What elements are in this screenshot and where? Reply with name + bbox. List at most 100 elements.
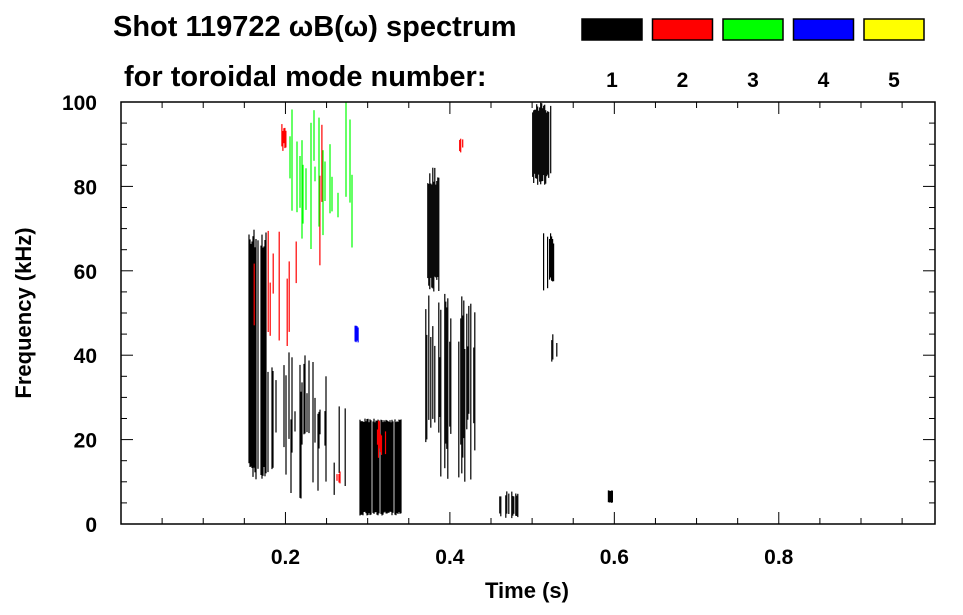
spectrum-streak <box>436 181 438 280</box>
spectrum-streak <box>300 391 302 499</box>
spectrum-streak <box>460 318 462 445</box>
spectrum-streak <box>285 130 287 148</box>
mode-1-feature <box>607 490 613 503</box>
legend-label: 4 <box>818 69 830 92</box>
spectrum-streak <box>428 184 430 286</box>
x-tick-label: 0.2 <box>271 546 300 569</box>
spectrum-streak <box>329 144 331 214</box>
spectrum-streak <box>322 150 324 236</box>
spectrum-streak <box>368 422 370 514</box>
spectrum-streak <box>361 421 363 515</box>
spectrum-streak <box>378 421 381 449</box>
spectrum-streak <box>308 360 310 434</box>
x-tick-label: 0.6 <box>600 546 629 569</box>
spectrum-streak <box>306 393 308 433</box>
spectrum-streak <box>373 418 375 514</box>
spectrum-streak <box>515 493 517 516</box>
spectrum-streak <box>272 253 274 294</box>
spectrum-streak <box>395 422 397 516</box>
spectrum-streak <box>288 352 290 439</box>
spectrum-marks <box>248 102 613 519</box>
spectrum-streak <box>473 347 475 424</box>
chart-title: Shot 119722 ωB(ω) spectrum <box>113 11 517 43</box>
spectrum-streak <box>547 111 549 175</box>
spectrum-streak <box>428 295 430 420</box>
mode-1-feature <box>427 167 440 292</box>
spectrum-streak <box>364 418 366 512</box>
mode-1-feature <box>267 352 327 499</box>
spectrum-streak <box>444 293 446 469</box>
spectrum-streak <box>284 127 286 149</box>
spectrum-streak <box>302 164 304 224</box>
spectrum-streak <box>251 241 253 468</box>
spectrum-streak <box>533 110 535 183</box>
spectrum-streak <box>508 493 510 514</box>
spectrum-streak <box>369 419 371 516</box>
mode-2-feature <box>253 230 297 346</box>
spectrum-streak <box>365 421 367 514</box>
spectrum-streak <box>319 409 321 435</box>
spectrum-streak <box>374 422 376 513</box>
spectrum-streak <box>517 493 519 518</box>
mode-4-feature <box>354 325 359 343</box>
spectrum-streak <box>248 234 250 464</box>
spectrum-streak <box>249 239 251 467</box>
spectrum-streak <box>468 305 470 414</box>
spectrum-streak <box>466 313 468 430</box>
spectrum-streak <box>535 109 537 179</box>
spectrum-streak <box>390 422 392 512</box>
x-tick-label: 0.8 <box>764 546 794 569</box>
spectrum-streak <box>285 375 287 475</box>
spectrum-streak <box>380 435 383 455</box>
spectrum-streak <box>429 173 431 290</box>
spectrum-streak <box>382 422 384 515</box>
spectrum-streak <box>372 421 374 513</box>
spectrum-streak <box>282 131 284 151</box>
spectrum-streak <box>325 376 327 482</box>
mode-1-feature <box>532 102 552 185</box>
spectrum-streak <box>338 474 340 483</box>
legend-swatch-mode-1 <box>581 18 643 41</box>
spectrum-streak <box>388 421 390 513</box>
spectrum-streak <box>299 364 301 498</box>
spectrum-streak <box>437 177 439 277</box>
spectrum-streak <box>438 302 440 433</box>
mode-2-feature <box>319 124 323 266</box>
x-axis-label: Time (s) <box>485 578 569 603</box>
y-tick-label: 20 <box>74 430 97 453</box>
legend-label: 3 <box>747 69 759 92</box>
spectrum-streak <box>467 346 469 420</box>
mode-1-feature <box>499 491 519 519</box>
spectrum-streak <box>385 419 387 514</box>
spectrum-streak <box>312 362 314 483</box>
spectrum-streak <box>534 109 536 174</box>
spectrum-streak <box>547 236 549 289</box>
spectrum-streak <box>460 138 462 153</box>
spectrum-streak <box>317 413 319 491</box>
spectrum-streak <box>253 229 255 468</box>
legend-swatch-mode-3 <box>722 18 784 41</box>
spectrum-streak <box>551 340 553 362</box>
spectrum-streak <box>392 421 394 513</box>
spectrum-streak <box>295 241 297 284</box>
spectrum-streak <box>283 365 285 448</box>
spectrum-streak <box>394 419 396 515</box>
spectrum-streak <box>439 357 441 417</box>
spectrum-streak <box>461 296 463 474</box>
spectrum-streak <box>349 119 351 203</box>
spectrum-streak <box>376 420 378 515</box>
spectrum-streak <box>281 124 283 147</box>
spectrum-streak <box>286 278 288 346</box>
spectrum-streak <box>538 110 540 175</box>
spectrum-streak <box>438 177 440 291</box>
spectrum-streak <box>314 166 316 182</box>
spectrum-streak <box>331 176 333 212</box>
spectrum-streak <box>324 161 326 201</box>
spectrum-streak <box>462 315 464 458</box>
spectrum-streak <box>551 236 553 281</box>
spectrum-streak <box>355 325 357 343</box>
spectrum-streak <box>462 139 464 148</box>
spectrum-streak <box>260 245 262 475</box>
spectrum-streak <box>384 431 387 455</box>
spectrum-streak <box>314 397 316 443</box>
